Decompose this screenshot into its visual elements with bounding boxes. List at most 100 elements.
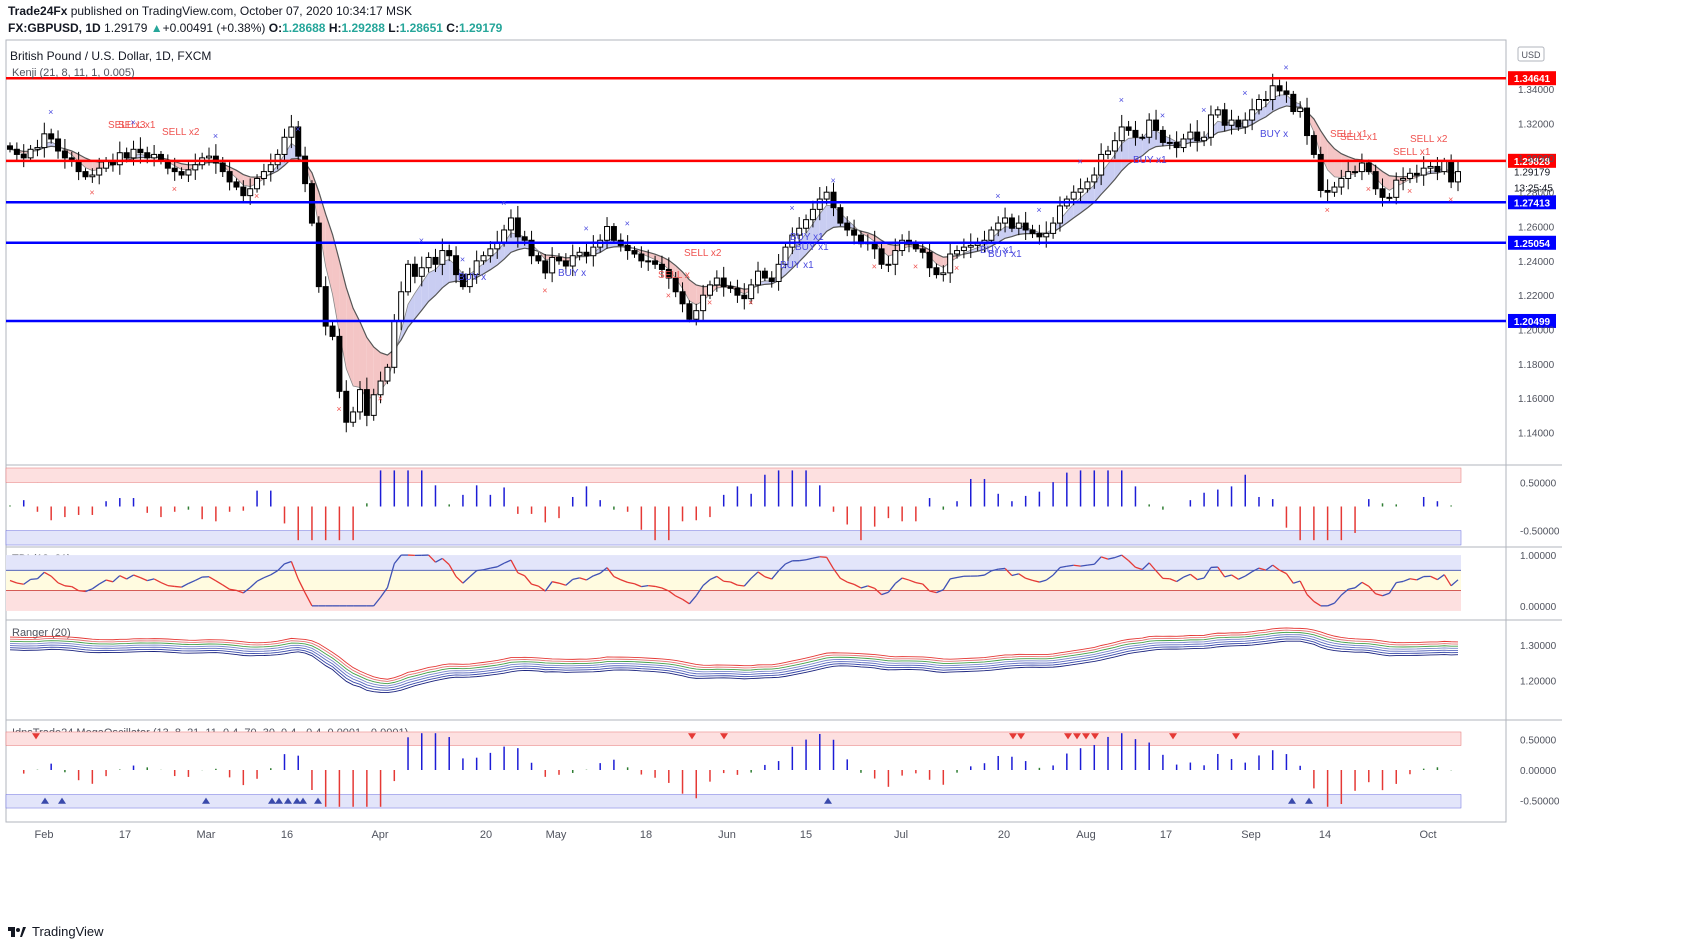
sell-marker: ×: [1407, 186, 1412, 196]
tdi-line-segment: [942, 578, 951, 591]
footer-brand[interactable]: TradingView: [8, 924, 104, 939]
candle-body: [1290, 93, 1297, 113]
candle-body: [171, 167, 178, 173]
candle-body: [27, 148, 34, 159]
tdi-line-segment: [133, 574, 141, 579]
candle-body: [645, 260, 652, 263]
tdi-line-segment: [50, 575, 59, 584]
candle-body: [20, 153, 27, 159]
sell-triangle-icon: [1009, 733, 1017, 740]
tdi-line-segment: [208, 576, 217, 582]
candle-body: [219, 162, 226, 173]
tdi-line-segment: [606, 567, 615, 577]
tdi-line-segment: [112, 575, 121, 583]
level-label: 1.29828: [1514, 157, 1551, 168]
tdi-line-segment: [1272, 564, 1280, 571]
tdi-line-segment: [147, 578, 155, 582]
buy-marker: ×: [1160, 110, 1165, 120]
kenji-cloud-segment: [1135, 137, 1143, 160]
candle-body: [267, 164, 274, 173]
candle-body: [192, 164, 199, 171]
candle-body: [583, 251, 590, 257]
tdi-line-segment: [799, 559, 807, 562]
signal-label: SELL x2: [1410, 134, 1448, 145]
tdi-mid-zone: [6, 570, 1461, 591]
candle-body: [837, 207, 844, 224]
buy-marker: ×: [1078, 157, 1083, 167]
candle-body: [1180, 138, 1187, 149]
tdi-line-segment: [195, 576, 203, 582]
candle-body: [185, 169, 192, 176]
candle-body: [885, 263, 892, 266]
buy-triangle-icon: [202, 797, 210, 804]
x-axis-tick-label: 20: [998, 829, 1010, 841]
candle-body: [1050, 222, 1057, 234]
candle-body: [556, 256, 563, 262]
kenji-cloud-segment: [181, 163, 189, 170]
ranger-y-tick: 1.20000: [1520, 677, 1557, 688]
buy-triangle-icon: [1305, 797, 1313, 804]
tdi-line-segment: [586, 575, 594, 581]
main-pane-title: British Pound / U.S. Dollar, 1D, FXCM: [10, 49, 211, 63]
tdi-line-segment: [476, 569, 484, 572]
candle-body: [96, 167, 103, 176]
tdi-line-segment: [648, 584, 656, 588]
candle-body: [1262, 99, 1269, 101]
candle-body: [1201, 136, 1208, 142]
kenji-cloud-segment: [1108, 154, 1115, 188]
tdi-line-segment: [71, 586, 79, 592]
candle-body: [1146, 119, 1153, 138]
tdi-line-segment: [1121, 554, 1130, 562]
candle-body: [899, 239, 906, 252]
tdi-line-segment: [510, 559, 519, 574]
signal-label: BUY x: [558, 268, 586, 279]
tdi-line-segment: [950, 576, 958, 580]
tdi-line-segment: [922, 583, 931, 592]
candle-body: [1132, 129, 1139, 138]
candle-body: [926, 251, 933, 269]
signal-label: SELL x1: [1393, 147, 1431, 158]
buy-triangle-icon: [58, 797, 66, 804]
publisher-name: Trade24Fx: [8, 4, 68, 18]
candle-body: [1455, 171, 1461, 183]
candle-body: [1372, 171, 1379, 190]
currency-badge: USD: [1521, 50, 1541, 60]
candle-body: [322, 286, 329, 327]
publisher-line: Trade24Fx published on TradingView.com, …: [8, 4, 412, 18]
tdi-y-tick: 0.00000: [1520, 602, 1557, 613]
tdi-line-segment: [1189, 573, 1198, 581]
tdi-line-segment: [483, 567, 491, 571]
ranger-band-line: [9, 634, 1459, 687]
kenji-cloud-segment: [1265, 97, 1273, 117]
candle-body: [254, 177, 261, 190]
candle-body: [7, 145, 13, 150]
tdi-line-segment: [936, 589, 944, 594]
candle-body: [137, 148, 144, 154]
tdi-line-segment: [1258, 567, 1267, 571]
candle-body: [720, 277, 727, 288]
tdi-line-segment: [167, 584, 175, 588]
sell-marker: ×: [336, 404, 341, 414]
candle-body: [295, 126, 302, 157]
candle-body: [1173, 141, 1180, 149]
tdi-line-segment: [558, 582, 567, 586]
candle-body: [1036, 232, 1043, 238]
candle-body: [1228, 119, 1235, 126]
tdi-line-segment: [1066, 564, 1074, 567]
x-axis-tick-label: 16: [281, 829, 293, 841]
buy-marker: ×: [831, 176, 836, 186]
tdi-line-segment: [915, 582, 923, 585]
high-value: 1.29288: [341, 21, 385, 35]
sell-marker: ×: [748, 298, 753, 308]
signal-label: SELL x1: [1330, 129, 1368, 140]
candle-body: [878, 248, 885, 265]
candle-body: [1084, 181, 1091, 190]
candle-body: [1091, 174, 1098, 183]
sell-marker: ×: [1448, 195, 1453, 205]
sell-marker: ×: [954, 263, 959, 273]
mega-upper-band: [5, 731, 1462, 746]
tdi-line-segment: [435, 557, 443, 563]
candle-body: [507, 217, 514, 231]
candle-body: [919, 248, 926, 253]
